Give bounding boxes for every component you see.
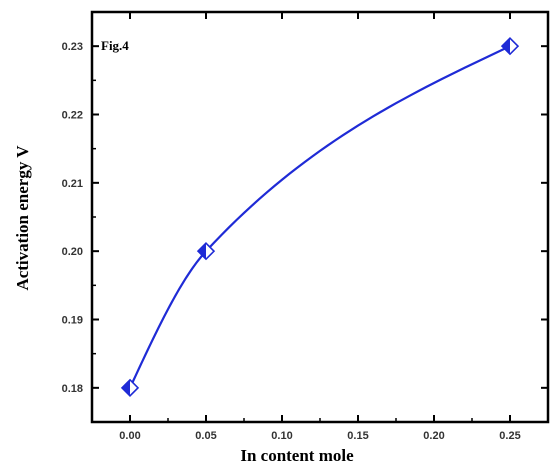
- x-axis-title: In content mole: [240, 446, 354, 465]
- plot-frame-layer: [90, 10, 550, 424]
- y-axis-title: Activation energy V: [13, 145, 32, 291]
- data-point-fill: [502, 38, 510, 55]
- markers-layer: [120, 37, 520, 397]
- y-tick-label: 0.20: [62, 246, 83, 258]
- plot-frame: [90, 10, 550, 424]
- y-tick-label: 0.21: [62, 178, 83, 190]
- y-tick-label: 0.18: [62, 383, 83, 395]
- x-tick-label: 0.25: [499, 430, 520, 442]
- series-curve: [129, 45, 511, 389]
- y-tick-label: 0.23: [62, 41, 83, 53]
- tick-labels-layer: 0.00 0.05 0.10 0.15 0.20 0.25 0.18 0.19 0.20 0.21…: [62, 41, 521, 442]
- data-point-fill: [198, 243, 206, 260]
- x-tick-label: 0.10: [271, 430, 292, 442]
- data-point: [500, 37, 520, 56]
- x-tick-label: 0.20: [423, 430, 444, 442]
- curve-layer: [129, 45, 511, 389]
- x-tick-label: 0.05: [195, 430, 216, 442]
- data-point: [120, 378, 140, 397]
- data-point-fill: [122, 379, 130, 396]
- y-tick-label: 0.19: [62, 315, 83, 327]
- data-point: [196, 242, 216, 261]
- x-tick-label: 0.15: [347, 430, 368, 442]
- figure-annotation: Fig.4: [101, 38, 129, 53]
- x-tick-label: 0.00: [119, 430, 140, 442]
- y-tick-label: 0.22: [62, 110, 83, 122]
- ticks-layer: [92, 12, 548, 422]
